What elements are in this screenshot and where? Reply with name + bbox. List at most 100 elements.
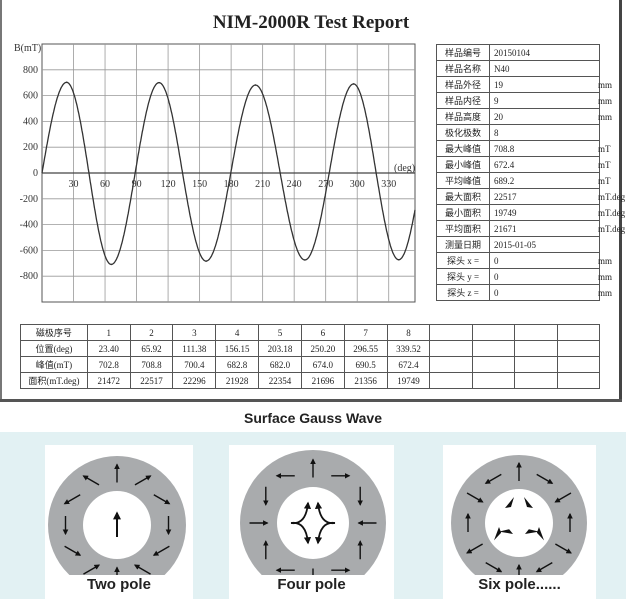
table-cell: 339.52	[386, 340, 431, 357]
table-cell: 702.8	[86, 356, 131, 373]
x-tick-label: 270	[318, 179, 333, 190]
info-unit: mm	[598, 79, 613, 90]
table-cell	[471, 356, 516, 373]
info-value-cell: 8	[489, 124, 600, 141]
info-value: 672.4	[494, 159, 515, 170]
table-cell: 21696	[300, 372, 345, 389]
table-cell: 21356	[343, 372, 388, 389]
flux-cusp-icon	[505, 497, 514, 508]
field-arrow-icon	[484, 473, 502, 484]
table-cell: 6	[300, 324, 345, 341]
info-value-cell: 708.8 mT	[489, 140, 611, 157]
report-title: NIM-2000R Test Report	[212, 12, 410, 33]
table-row: 峰值(mT) 702.8 708.8 700.4 682.8 682.0 674.0 690.…	[20, 356, 601, 373]
table-cell: 111.38	[172, 340, 217, 357]
info-value-cell: 19 mm	[489, 76, 612, 93]
table-cell: 203.18	[258, 340, 302, 357]
curved-flux-arrow-icon	[314, 521, 336, 545]
info-label: 极化极数	[436, 124, 490, 141]
peak-point	[352, 83, 355, 85]
table-cell	[471, 372, 516, 389]
four-pole-ring-diagram	[240, 450, 386, 575]
info-unit: mT	[598, 175, 611, 186]
info-row: 最小面积 19749 mT.deg	[436, 204, 625, 221]
info-value: 689.2	[494, 175, 515, 186]
peak-point	[254, 84, 257, 86]
info-unit: mm	[598, 255, 613, 266]
field-arrow-icon	[133, 564, 151, 575]
field-arrow-icon	[134, 475, 152, 486]
table-cell	[556, 372, 601, 389]
info-label: 最大峰值	[436, 140, 490, 157]
info-value: 0	[494, 271, 499, 282]
info-value-cell: 22517 mT.deg	[489, 188, 625, 205]
table-cell: 65.92	[129, 340, 174, 357]
info-value: 19749	[494, 207, 517, 218]
info-label: 最大面积	[436, 188, 490, 205]
info-value: 0	[494, 287, 499, 298]
table-cell: 8	[386, 324, 431, 341]
x-tick-label: 120	[161, 179, 176, 190]
table-cell: 3	[172, 324, 217, 341]
table-cell	[556, 324, 601, 341]
y-tick-label: -200	[20, 194, 38, 205]
info-unit: mT	[598, 159, 611, 170]
six-pole-ring-diagram	[451, 455, 587, 575]
field-arrow-icon	[82, 475, 100, 486]
info-row: 平均面积 21671 mT.deg	[436, 220, 625, 237]
info-value: 20150104	[494, 47, 530, 58]
info-label: 探头 z =	[436, 284, 490, 301]
table-cell	[471, 324, 516, 341]
table-cell: 21928	[215, 372, 260, 389]
table-cell	[429, 340, 473, 357]
peak-point	[65, 81, 68, 84]
info-value: 22517	[494, 191, 517, 202]
peak-point	[304, 259, 306, 261]
flux-cusp-icon	[524, 497, 533, 508]
info-label: 平均面积	[436, 220, 490, 237]
flux-cusp-icon	[493, 527, 502, 541]
table-cell: 1	[86, 324, 131, 341]
info-row: 最小峰值 672.4 mT	[436, 156, 611, 173]
table-cell: 708.8	[129, 356, 174, 373]
info-label: 探头 x =	[436, 252, 490, 269]
info-value: 8	[494, 127, 499, 138]
row-header: 位置(deg)	[20, 340, 88, 357]
info-row: 探头 y = 0 mm	[436, 268, 612, 285]
chart-ticks: 30 60 90 120 150 180 210 240 270 300 330 800 600 400 2…	[20, 65, 397, 282]
info-row: 探头 z = 0 mm	[436, 284, 612, 301]
info-value-cell: 672.4 mT	[489, 156, 611, 173]
table-cell: 7	[343, 324, 388, 341]
table-cell: 690.5	[343, 356, 388, 373]
table-cell	[556, 340, 601, 357]
info-unit: mm	[598, 287, 613, 298]
table-cell: 156.15	[215, 340, 260, 357]
info-value: 708.8	[494, 143, 515, 154]
table-cell: 22517	[129, 372, 174, 389]
table-cell: 23.40	[86, 340, 131, 357]
info-row: 最大峰值 708.8 mT	[436, 140, 611, 157]
info-label: 平均峰值	[436, 172, 490, 189]
table-cell	[471, 340, 516, 357]
info-value-cell: 2015-01-05	[489, 236, 600, 253]
table-cell: 682.0	[258, 356, 302, 373]
sample-info-table: 样品编号 20150104 样品名称 N40 样品外径 19 mm 样品内径 9 mm 样品高度 20…	[436, 44, 625, 301]
two-pole-ring-diagram	[48, 456, 186, 575]
flux-cusp-icon	[498, 529, 514, 534]
table-cell	[429, 324, 473, 341]
row-header: 面积(mT.deg)	[20, 372, 88, 389]
peak-point	[205, 260, 207, 262]
info-value: N40	[494, 63, 510, 74]
info-value-cell: N40	[489, 60, 600, 77]
field-arrow-icon	[535, 562, 553, 573]
info-label: 探头 y =	[436, 268, 490, 285]
info-value: 21671	[494, 223, 517, 234]
info-row: 样品高度 20 mm	[436, 108, 612, 125]
info-unit: mm	[598, 111, 613, 122]
y-tick-label: 0	[33, 168, 38, 179]
info-value-cell: 0 mm	[489, 284, 612, 301]
field-arrow-icon	[83, 564, 101, 575]
table-cell	[514, 324, 558, 341]
info-row: 样品名称 N40	[436, 60, 600, 77]
info-unit: mm	[598, 271, 613, 282]
